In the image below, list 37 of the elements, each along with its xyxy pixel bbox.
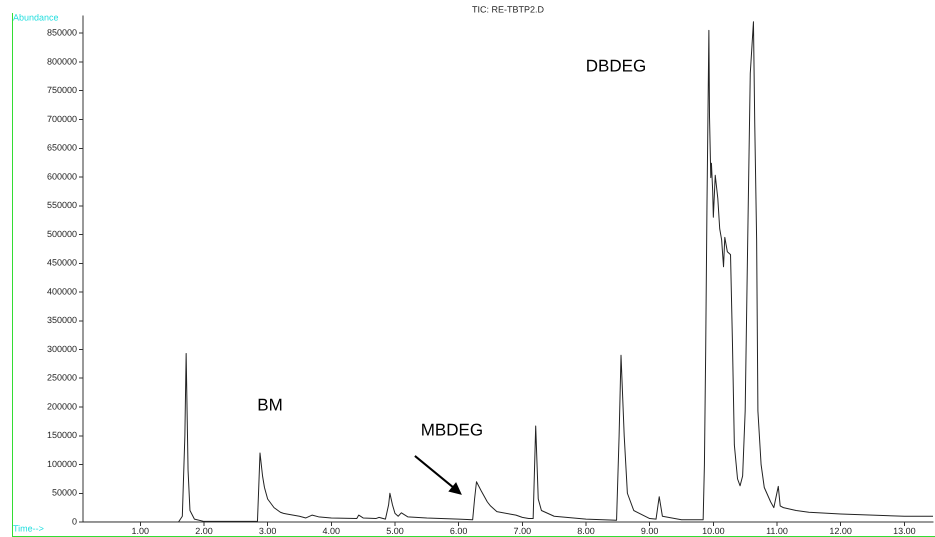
x-tick-label: 1.00	[132, 526, 150, 536]
x-tick-label: 13.00	[893, 526, 916, 536]
y-axis-title: Abundance	[13, 12, 59, 22]
y-tick-label: 300000	[46, 344, 77, 354]
y-tick-label: 50000	[52, 488, 77, 498]
y-tick-label: 450000	[46, 258, 77, 268]
x-tick-label: 6.00	[450, 526, 468, 536]
annotation: DBDEG	[586, 56, 646, 76]
y-tick-label: 400000	[46, 286, 77, 296]
y-tick-label: 100000	[46, 458, 77, 469]
y-tick-label: 550000	[46, 200, 77, 210]
x-tick-label: 5.00	[386, 526, 404, 536]
y-tick-label: 700000	[46, 114, 77, 124]
y-tick-label: 600000	[46, 171, 77, 182]
annotation: MBDEG	[420, 420, 484, 440]
y-tick-label: 350000	[46, 315, 77, 326]
y-tick-label: 250000	[46, 372, 77, 383]
y-tick-label: 850000	[46, 28, 77, 38]
y-tick-label: 0	[72, 516, 77, 526]
y-tick-label: 150000	[46, 430, 77, 440]
chart-title: TIC: RE-TBTP2.D	[472, 4, 544, 14]
x-tick-label: 8.00	[577, 526, 595, 536]
annotation: BM	[257, 395, 283, 414]
x-axis-title: Time-->	[13, 523, 44, 534]
x-tick-label: 12.00	[829, 526, 852, 536]
x-tick-label: 3.00	[258, 526, 276, 536]
x-tick-label: 7.00	[514, 526, 532, 536]
y-tick-label: 650000	[46, 142, 77, 153]
y-tick-label: 200000	[46, 401, 77, 412]
x-tick-label: 2.00	[195, 526, 213, 536]
x-tick-label: 4.00	[322, 526, 340, 536]
x-tick-label: 10.00	[702, 526, 725, 536]
x-tick-label: 9.00	[640, 526, 658, 536]
y-tick-label: 500000	[46, 228, 77, 239]
y-tick-label: 750000	[46, 85, 77, 96]
x-tick-label: 11.00	[766, 526, 788, 536]
y-tick-label: 800000	[46, 56, 77, 66]
